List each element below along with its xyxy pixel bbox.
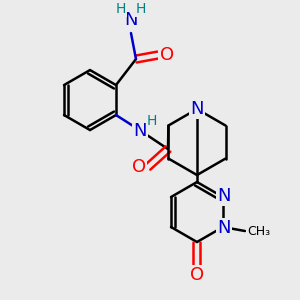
Text: N: N (217, 187, 231, 205)
Text: H: H (147, 114, 157, 128)
Text: N: N (217, 219, 231, 237)
Text: O: O (132, 158, 146, 176)
Text: N: N (190, 100, 204, 118)
Text: H: H (136, 2, 146, 16)
Text: N: N (133, 122, 147, 140)
Text: N: N (124, 11, 138, 29)
Text: O: O (160, 46, 174, 64)
Text: CH₃: CH₃ (248, 224, 271, 238)
Text: O: O (190, 266, 204, 284)
Text: H: H (116, 2, 126, 16)
